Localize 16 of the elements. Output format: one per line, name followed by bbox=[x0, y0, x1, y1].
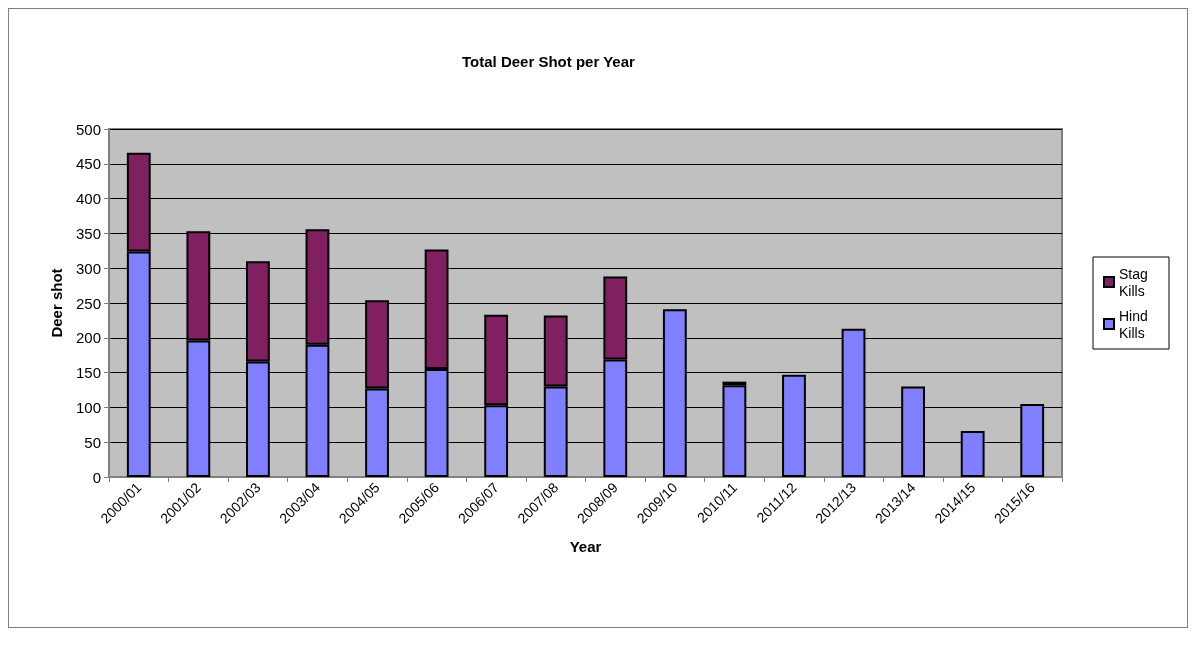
y-tick-label: 50 bbox=[84, 433, 101, 451]
y-tick-label: 450 bbox=[75, 155, 101, 173]
y-tick-label: 300 bbox=[75, 259, 101, 277]
x-axis-title: Year bbox=[569, 538, 602, 555]
legend-label: Stag Kills bbox=[1119, 265, 1152, 299]
y-tick-label: 200 bbox=[75, 329, 101, 347]
y-tick-label: 500 bbox=[75, 120, 101, 138]
chart-title: Total Deer Shot per Year bbox=[462, 53, 635, 70]
y-tick-label: 350 bbox=[75, 224, 101, 242]
y-tick-label: 400 bbox=[75, 190, 101, 208]
y-tick-label: 100 bbox=[75, 398, 101, 416]
y-tick-label: 0 bbox=[92, 468, 101, 486]
y-tick-label: 150 bbox=[75, 364, 101, 382]
y-tick-label: 250 bbox=[75, 294, 101, 312]
y-axis-title: Deer shot bbox=[48, 268, 65, 338]
legend-label: Hind Kills bbox=[1119, 307, 1152, 341]
